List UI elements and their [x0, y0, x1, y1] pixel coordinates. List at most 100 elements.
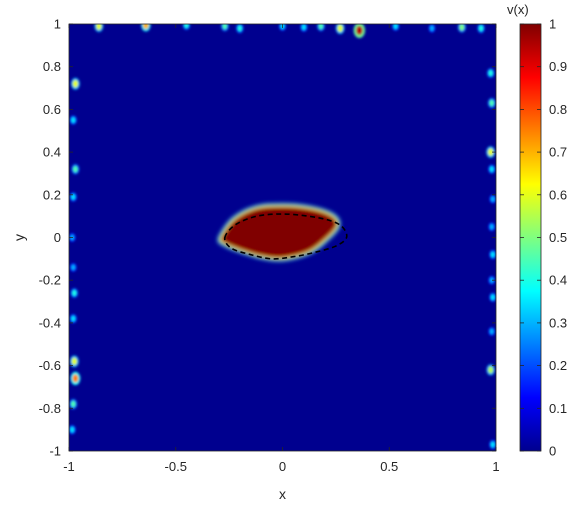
- colorbar-tick-label: 0.1: [549, 401, 567, 416]
- colorbar: 1 0.9 0.8 0.7 0.6 0.5 0.4 0.3 0.2 0.1 0 v(x): [507, 2, 567, 459]
- spot-16-core: [73, 165, 78, 173]
- plot-area: [68, 23, 497, 452]
- spot-32-core: [490, 251, 495, 258]
- spot-23: [70, 371, 81, 386]
- colorbar-tick-label: 0: [549, 444, 556, 459]
- colorbar-tick-label: 0.3: [549, 315, 567, 330]
- x-tick-label: 0.5: [380, 459, 398, 474]
- spot-9-core: [355, 25, 363, 36]
- spot-30-core: [490, 196, 495, 202]
- spot-30: [489, 194, 496, 204]
- spot-2: [182, 24, 191, 30]
- spot-35: [488, 327, 496, 336]
- y-tick-label: -0.6: [39, 358, 61, 373]
- colorbar-tick-label: 0.8: [549, 102, 567, 117]
- spot-19: [69, 262, 77, 272]
- spot-33-core: [489, 277, 494, 283]
- x-axis-ticks: -1 -0.5 0 0.5 1: [63, 24, 500, 474]
- spot-12-core: [459, 24, 465, 31]
- spot-3-core: [222, 24, 228, 30]
- y-tick-label: 1: [54, 17, 61, 32]
- region-0-core: [221, 207, 336, 257]
- spot-0-core: [96, 24, 102, 30]
- high-value-region: [217, 203, 341, 262]
- spot-27: [487, 97, 496, 109]
- spot-8-core: [337, 24, 343, 32]
- spot-7-core: [318, 24, 324, 30]
- spot-25: [69, 424, 76, 435]
- spot-11-core: [429, 25, 434, 32]
- spot-10: [392, 24, 400, 31]
- y-tick-label: 0.4: [43, 145, 61, 160]
- spot-3: [220, 24, 229, 32]
- spot-31-core: [489, 224, 494, 230]
- spot-17: [69, 192, 77, 202]
- spot-29-core: [489, 166, 494, 173]
- colorbar-tick-label: 0.5: [549, 230, 567, 245]
- y-tick-label: 0: [54, 230, 61, 245]
- spot-11: [428, 24, 436, 33]
- spot-34: [489, 292, 496, 302]
- spot-34-core: [490, 294, 495, 301]
- spot-29: [488, 164, 496, 174]
- spot-16: [71, 164, 80, 175]
- x-axis-label: x: [279, 486, 286, 502]
- y-tick-label: -1: [49, 444, 61, 459]
- x-tick-label: -0.5: [165, 459, 187, 474]
- y-axis-ticks: 1 0.8 0.6 0.4 0.2 0 -0.2 -0.4 -0.6 -0.8 -1: [39, 17, 496, 459]
- reference-contour-dashed: [223, 213, 348, 260]
- spot-10-core: [393, 24, 398, 30]
- spot-6-core: [301, 24, 306, 31]
- colorbar-tick-label: 0.6: [549, 187, 567, 202]
- spot-20-core: [72, 289, 77, 297]
- y-tick-label: 0.8: [43, 59, 61, 74]
- x-tick-label: 1: [492, 459, 499, 474]
- y-axis-label: y: [11, 234, 27, 241]
- y-tick-label: 0.2: [43, 187, 61, 202]
- y-tick-label: -0.8: [39, 401, 61, 416]
- spot-22-core: [71, 357, 78, 366]
- y-tick-label: -0.4: [39, 315, 61, 330]
- spot-15: [69, 115, 77, 125]
- spot-37: [489, 439, 496, 450]
- spot-37-core: [490, 441, 495, 448]
- spot-32: [489, 249, 496, 260]
- spot-33: [488, 275, 496, 285]
- spot-23-core: [72, 374, 79, 383]
- spot-26: [486, 68, 495, 79]
- spot-20: [70, 288, 79, 298]
- spot-21-core: [71, 315, 76, 322]
- spot-17-core: [71, 194, 76, 200]
- spot-28: [486, 146, 496, 158]
- colorbar-tick-label: 1: [549, 17, 556, 32]
- spot-9: [353, 24, 366, 38]
- colorbar-ticks: 1 0.9 0.8 0.7 0.6 0.5 0.4 0.3 0.2 0.1 0: [520, 17, 567, 459]
- spot-25-core: [70, 426, 75, 433]
- spot-4: [236, 24, 244, 34]
- spot-4-core: [237, 25, 243, 32]
- spot-35-core: [489, 328, 494, 335]
- spot-27-core: [489, 99, 495, 107]
- spot-21: [69, 313, 77, 324]
- spot-31: [488, 222, 496, 232]
- spot-15-core: [71, 117, 76, 123]
- spot-36-core: [488, 366, 494, 374]
- spot-14-core: [72, 80, 79, 88]
- region-0: [217, 203, 341, 262]
- colorbar-tick-label: 0.7: [549, 145, 567, 160]
- spot-19-core: [71, 264, 76, 271]
- x-tick-label: 0: [279, 459, 286, 474]
- spot-24: [69, 398, 78, 410]
- spot-24-core: [70, 400, 76, 408]
- spot-12: [457, 24, 466, 33]
- y-tick-label: 0.6: [43, 102, 61, 117]
- colorbar-tick-label: 0.9: [549, 59, 567, 74]
- spot-28-core: [487, 148, 494, 156]
- colorbar-tick-label: 0.2: [549, 358, 567, 373]
- y-tick-label: -0.2: [39, 273, 61, 288]
- spot-1-core: [142, 24, 149, 30]
- spot-1: [141, 24, 151, 32]
- spot-2-core: [184, 24, 189, 29]
- spot-14: [70, 77, 80, 90]
